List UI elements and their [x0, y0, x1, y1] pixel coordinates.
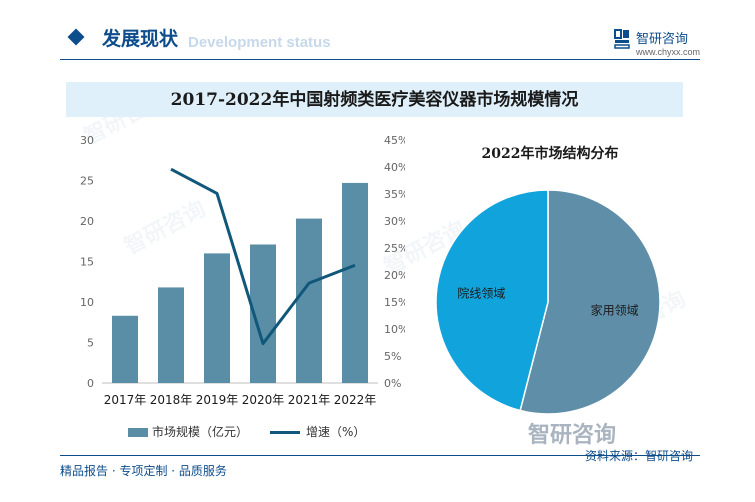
header-divider	[60, 59, 700, 60]
y-tick-right: 25%	[384, 242, 405, 255]
pie-chart: 家用领域 院线领域	[435, 189, 661, 415]
combo-chart: 0 5 10 15 20 25 30 0% 5% 10% 15% 20% 25% 30% 35% 40% 45%…	[80, 134, 405, 407]
y-tick-left: 0	[87, 377, 94, 390]
legend-label-bar: 市场规模（亿元）	[152, 425, 249, 439]
pie-slice	[435, 189, 549, 412]
section-title: 发展现状	[102, 28, 179, 50]
logo-name: 智研咨询	[636, 32, 689, 47]
section-subtitle: Development status	[188, 34, 331, 51]
logo-icon	[614, 29, 630, 49]
x-tick-label: 2018年	[150, 393, 193, 407]
x-tick-label: 2017年	[104, 393, 147, 407]
pie-slice	[519, 189, 661, 415]
y-tick-left: 10	[80, 296, 94, 309]
legend-label-line: 增速（%）	[306, 425, 366, 439]
pie-title: 2022年市场结构分布	[481, 146, 619, 162]
pie-slice-label: 院线领域	[457, 287, 505, 301]
diamond-icon	[67, 28, 85, 46]
legend-item-bar: 市场规模（亿元）	[128, 423, 248, 440]
legend-swatch-line	[270, 431, 300, 434]
bar	[296, 218, 322, 383]
y-tick-right: 10%	[384, 323, 405, 336]
bar	[342, 182, 368, 383]
y-tick-right: 30%	[384, 215, 405, 228]
y-tick-left: 15	[80, 256, 94, 269]
footer-tagline: 精品报告 · 专项定制 · 品质服务	[60, 464, 227, 478]
x-tick-label: 2020年	[242, 393, 285, 407]
growth-line	[170, 167, 356, 346]
pie-slice-label: 家用领域	[591, 302, 639, 317]
page-header: Development status 发展现状 智研咨询 www.chyxx.c…	[0, 0, 755, 62]
chart-title: 2017-2022年中国射频类医疗美容仪器市场规模情况	[170, 90, 579, 110]
x-tick-label: 2022年	[334, 393, 377, 407]
logo-url: www.chyxx.com	[636, 47, 701, 57]
chart-banner: 2017-2022年中国射频类医疗美容仪器市场规模情况	[66, 82, 683, 117]
bar	[158, 287, 184, 383]
y-tick-right: 5%	[384, 350, 401, 363]
y-tick-left: 20	[80, 215, 94, 228]
legend-item-line: 增速（%）	[270, 423, 365, 440]
x-tick-label: 2021年	[288, 393, 331, 407]
y-tick-right: 40%	[384, 161, 405, 174]
y-tick-right: 45%	[384, 134, 405, 147]
y-tick-left: 5	[87, 337, 94, 350]
x-tick-label: 2019年	[196, 393, 239, 407]
bar	[204, 253, 230, 383]
y-tick-left: 25	[80, 175, 94, 188]
bottom-logo-text: 智研咨询	[528, 423, 617, 448]
y-tick-right: 20%	[384, 269, 405, 282]
y-tick-right: 35%	[384, 188, 405, 201]
source-note: 资料来源：智研咨询	[585, 449, 694, 463]
y-tick-right: 0%	[384, 377, 401, 390]
y-tick-right: 15%	[384, 296, 405, 309]
legend-swatch-bar	[128, 428, 148, 437]
y-tick-left: 30	[80, 134, 94, 147]
footer-divider	[60, 455, 700, 456]
bar	[112, 315, 138, 383]
